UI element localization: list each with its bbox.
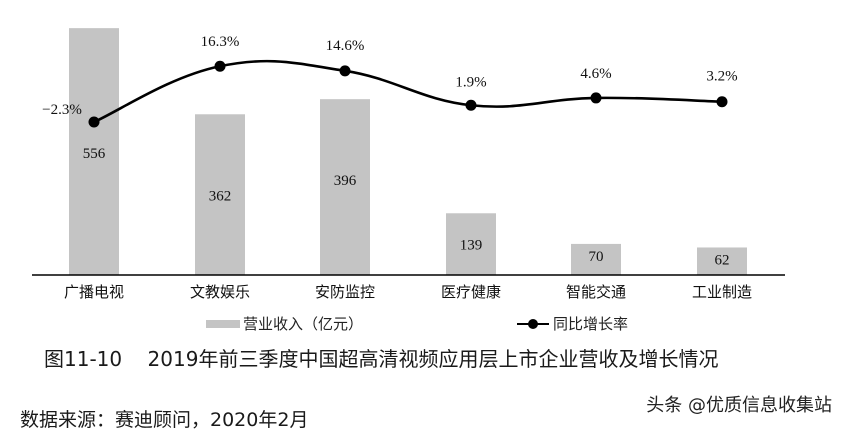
growth-marker xyxy=(465,99,477,111)
growth-label: 1.9% xyxy=(455,74,486,90)
combo-chart: 556 362 396 139 70 62 −2.3% 16.3% 14.6% 1.9% 4.6%… xyxy=(32,28,785,300)
bar xyxy=(69,28,119,275)
bar xyxy=(320,99,370,276)
bar xyxy=(571,243,621,275)
growth-rate-line xyxy=(93,59,723,124)
legend-item-growth: 同比增长率 xyxy=(517,313,628,334)
category-label: 文教娱乐 xyxy=(190,283,250,300)
growth-rate-labels: −2.3% 16.3% 14.6% 1.9% 4.6% 3.2% xyxy=(42,34,737,118)
bar xyxy=(195,114,245,275)
bar-value-label: 62 xyxy=(715,252,730,268)
watermark: 头条 @优质信息收集站 xyxy=(646,395,832,416)
bar-value-labels: 556 362 396 139 70 62 xyxy=(83,146,730,268)
bar-series xyxy=(69,28,747,276)
category-label: 广播电视 xyxy=(64,283,124,300)
growth-marker xyxy=(716,96,728,108)
legend-label-growth: 同比增长率 xyxy=(553,315,629,333)
chart-legend: 营业收入（亿元） 同比增长率 xyxy=(0,313,844,337)
bar xyxy=(697,247,747,275)
growth-label: 3.2% xyxy=(706,69,737,85)
bar xyxy=(446,213,496,275)
bar-swatch-icon xyxy=(206,319,240,328)
category-label: 安防监控 xyxy=(315,283,375,300)
bar-value-label: 362 xyxy=(209,188,232,204)
growth-rate-markers xyxy=(88,60,728,128)
figure-caption: 图11-10 2019年前三季度中国超高清视频应用层上市企业营收及增长情况 xyxy=(44,347,719,371)
growth-label: 16.3% xyxy=(201,34,240,50)
data-source-note: 数据来源：赛迪顾问，2020年2月 xyxy=(20,409,309,431)
category-label: 医疗健康 xyxy=(441,283,501,300)
legend-label-revenue: 营业收入（亿元） xyxy=(243,315,364,333)
x-axis-category-labels: 广播电视 文教娱乐 安防监控 医疗健康 智能交通 工业制造 xyxy=(64,283,752,300)
bar-value-label: 556 xyxy=(83,146,106,162)
line-marker-icon xyxy=(517,318,549,329)
bar-value-label: 70 xyxy=(589,249,604,265)
bar-value-label: 396 xyxy=(334,173,357,189)
bar-value-label: 139 xyxy=(460,237,483,253)
growth-label: 14.6% xyxy=(326,38,365,54)
growth-marker xyxy=(339,65,351,77)
growth-marker xyxy=(88,116,100,128)
legend-item-revenue: 营业收入（亿元） xyxy=(206,313,363,334)
category-label: 智能交通 xyxy=(566,283,626,300)
category-label: 工业制造 xyxy=(692,283,752,300)
growth-label: 4.6% xyxy=(580,66,611,82)
growth-marker xyxy=(214,60,226,72)
growth-marker xyxy=(590,92,602,104)
growth-label: −2.3% xyxy=(42,102,82,118)
